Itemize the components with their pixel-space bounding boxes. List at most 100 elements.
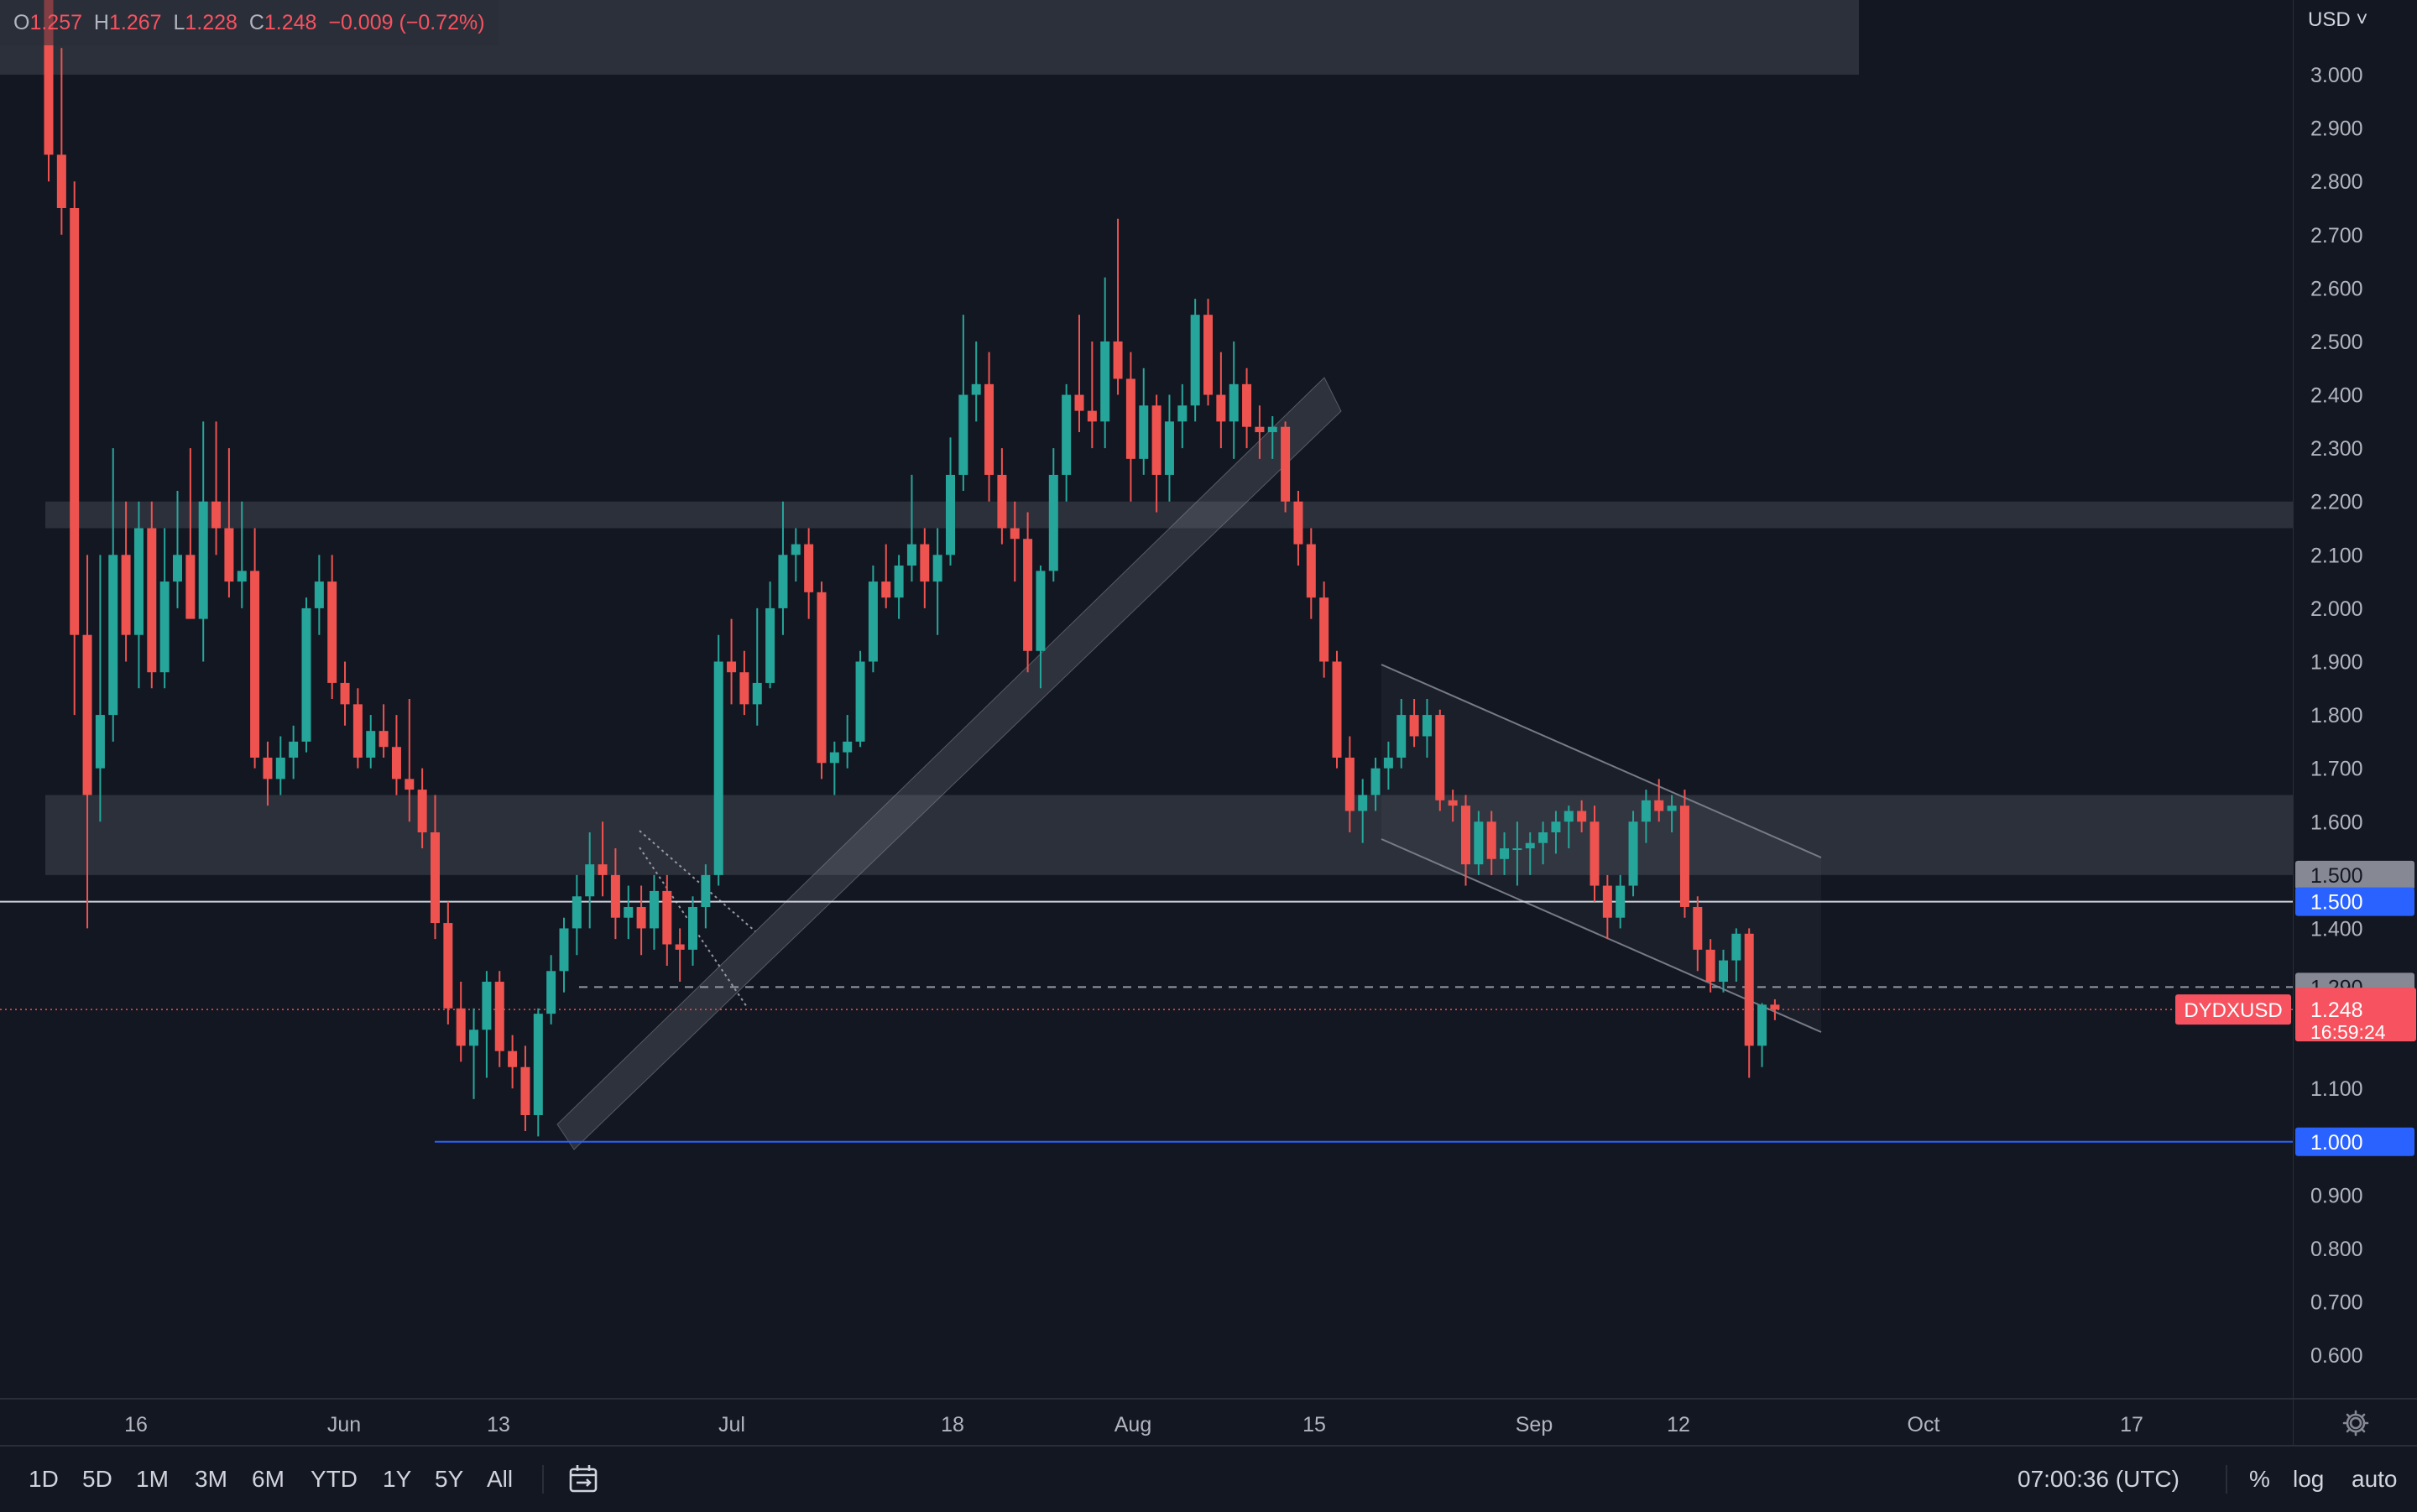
candle[interactable] bbox=[906, 474, 916, 582]
candle[interactable] bbox=[405, 699, 415, 822]
candle[interactable] bbox=[456, 982, 466, 1062]
candle[interactable] bbox=[1693, 896, 1703, 972]
candle[interactable] bbox=[314, 555, 324, 635]
log-scale-toggle[interactable]: log bbox=[2293, 1466, 2325, 1492]
candle[interactable] bbox=[289, 725, 299, 779]
candle[interactable] bbox=[520, 1045, 530, 1132]
candle[interactable] bbox=[1281, 421, 1291, 513]
candle[interactable] bbox=[1010, 501, 1020, 582]
candle[interactable] bbox=[585, 832, 595, 929]
candle[interactable] bbox=[366, 715, 376, 769]
candle[interactable] bbox=[817, 581, 827, 779]
candle[interactable] bbox=[1654, 779, 1664, 822]
candle[interactable] bbox=[1679, 790, 1689, 918]
candle[interactable] bbox=[1551, 811, 1561, 854]
candle[interactable] bbox=[804, 528, 814, 619]
candle[interactable] bbox=[984, 352, 994, 502]
candle[interactable] bbox=[946, 437, 955, 566]
candle[interactable] bbox=[843, 715, 853, 769]
candle[interactable] bbox=[1100, 277, 1110, 449]
candle[interactable] bbox=[662, 874, 672, 966]
chart-pane[interactable]: DYDXUSD O 1.257 H 1.267 L 1.228 C 1.248 −0.0… bbox=[0, 0, 2293, 1398]
candle[interactable] bbox=[1255, 405, 1265, 459]
timeframe-5y-button[interactable]: 5Y bbox=[435, 1466, 464, 1492]
timeframe-6m-button[interactable]: 6M bbox=[252, 1466, 285, 1492]
time-axis-scale[interactable]: 16 Jun 13 Jul 18 Aug 15 Sep 12 Oct 17 bbox=[0, 1400, 2293, 1447]
candle[interactable] bbox=[1216, 352, 1226, 449]
candle[interactable] bbox=[1036, 566, 1046, 689]
candle[interactable] bbox=[327, 555, 337, 699]
candle[interactable] bbox=[713, 634, 723, 886]
candle[interactable] bbox=[1538, 821, 1548, 865]
candle[interactable] bbox=[881, 544, 891, 608]
candle[interactable] bbox=[1087, 341, 1097, 449]
candle[interactable] bbox=[636, 885, 646, 956]
level-badge-blue[interactable]: 1.500 bbox=[2295, 887, 2414, 916]
candle[interactable] bbox=[1267, 415, 1277, 459]
date-range-button[interactable] bbox=[567, 1462, 603, 1497]
candle[interactable] bbox=[352, 688, 363, 769]
candle[interactable] bbox=[958, 315, 968, 492]
candle[interactable] bbox=[1177, 383, 1188, 449]
candle[interactable] bbox=[1616, 874, 1626, 929]
candle[interactable] bbox=[932, 528, 942, 635]
candle[interactable] bbox=[1358, 779, 1368, 843]
candle[interactable] bbox=[1023, 512, 1033, 673]
candle[interactable] bbox=[1190, 299, 1200, 422]
candle[interactable] bbox=[482, 971, 492, 1078]
chart-settings-button[interactable] bbox=[2293, 1398, 2417, 1447]
candle[interactable] bbox=[1577, 800, 1587, 832]
candle[interactable] bbox=[778, 501, 788, 635]
candle[interactable] bbox=[121, 501, 131, 662]
candle[interactable] bbox=[1062, 383, 1072, 502]
candle[interactable] bbox=[997, 448, 1007, 545]
candle[interactable] bbox=[1332, 650, 1342, 769]
candle[interactable] bbox=[263, 741, 273, 806]
candle[interactable] bbox=[1474, 811, 1484, 875]
candle[interactable] bbox=[1370, 757, 1381, 811]
candle[interactable] bbox=[1667, 795, 1677, 832]
candle[interactable] bbox=[301, 597, 311, 753]
candle[interactable] bbox=[1074, 315, 1084, 433]
candle[interactable] bbox=[108, 448, 118, 742]
candle[interactable] bbox=[727, 618, 737, 705]
time-axis[interactable]: 16 Jun 13 Jul 18 Aug 15 Sep 12 Oct 17 bbox=[0, 1398, 2293, 1447]
descending-channel-fill[interactable] bbox=[1381, 665, 1821, 1032]
candle[interactable] bbox=[185, 448, 196, 619]
price-zone[interactable] bbox=[45, 501, 2293, 529]
candle[interactable] bbox=[1590, 806, 1600, 902]
clock-timezone-button[interactable]: 07:00:36 (UTC) bbox=[2018, 1466, 2179, 1492]
candle[interactable] bbox=[1293, 491, 1303, 566]
candle[interactable] bbox=[1757, 1003, 1767, 1067]
candle[interactable] bbox=[417, 768, 427, 849]
candle[interactable] bbox=[159, 528, 170, 689]
candle[interactable] bbox=[198, 421, 208, 662]
candle[interactable] bbox=[95, 555, 105, 822]
candle[interactable] bbox=[855, 650, 865, 748]
candle[interactable] bbox=[1628, 811, 1638, 897]
candle[interactable] bbox=[559, 917, 569, 993]
candle[interactable] bbox=[1602, 874, 1612, 940]
candle[interactable] bbox=[82, 555, 92, 929]
timeframe-all-button[interactable]: All bbox=[487, 1466, 514, 1492]
timeframe-1d-button[interactable]: 1D bbox=[29, 1466, 59, 1492]
candle[interactable] bbox=[1461, 795, 1470, 886]
candle[interactable] bbox=[1422, 699, 1432, 758]
candle[interactable] bbox=[791, 528, 801, 582]
candle[interactable] bbox=[1229, 341, 1239, 459]
candle[interactable] bbox=[649, 874, 659, 950]
candle[interactable] bbox=[1383, 741, 1393, 790]
percent-scale-toggle[interactable]: % bbox=[2249, 1466, 2270, 1492]
candle[interactable] bbox=[1525, 832, 1535, 875]
candle[interactable] bbox=[1563, 806, 1574, 849]
candle[interactable] bbox=[572, 874, 582, 956]
candle[interactable] bbox=[1500, 832, 1510, 875]
timeframe-3m-button[interactable]: 3M bbox=[195, 1466, 227, 1492]
candle[interactable] bbox=[971, 341, 981, 422]
candle[interactable] bbox=[688, 896, 697, 966]
candle[interactable] bbox=[739, 650, 749, 716]
candle[interactable] bbox=[237, 501, 247, 608]
timeframe-5d-button[interactable]: 5D bbox=[82, 1466, 112, 1492]
candle[interactable] bbox=[675, 928, 685, 983]
